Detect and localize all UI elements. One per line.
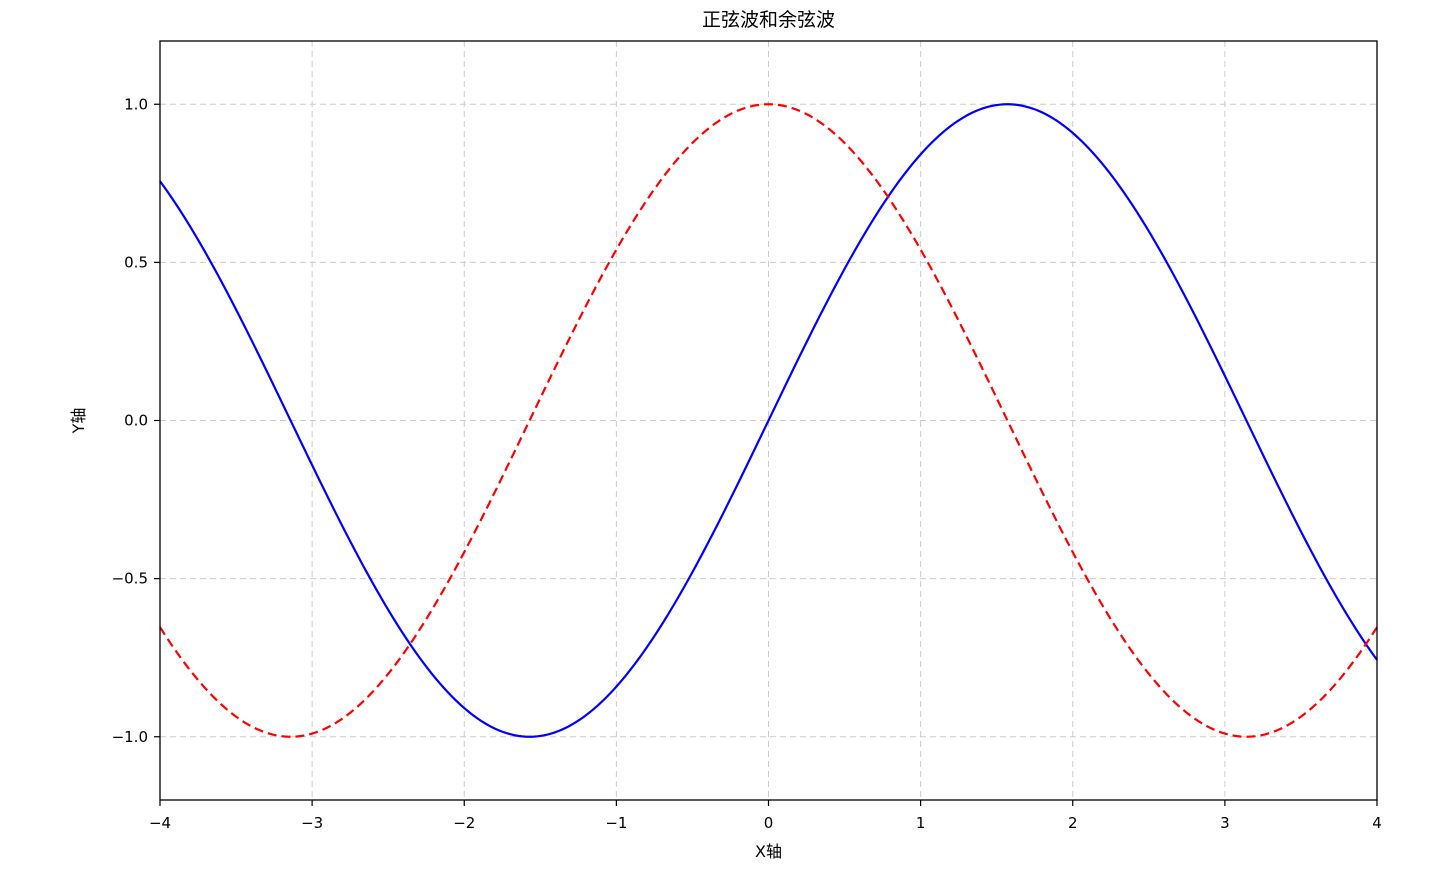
y-tick-label: 1.0 bbox=[124, 95, 148, 113]
series-layer bbox=[159, 103, 1378, 738]
x-tick-label: −1 bbox=[605, 814, 627, 832]
x-tick-label: 0 bbox=[764, 814, 774, 832]
x-tick-label: −4 bbox=[149, 814, 171, 832]
y-axis-label: Y轴 bbox=[69, 408, 88, 435]
x-axis-label: X轴 bbox=[755, 842, 782, 861]
grid bbox=[159, 41, 1378, 800]
y-tick-label: 0.0 bbox=[124, 412, 148, 430]
y-tick-label: −0.5 bbox=[112, 570, 148, 588]
chart-title: 正弦波和余弦波 bbox=[702, 9, 835, 31]
x-tick-label: 3 bbox=[1220, 814, 1230, 832]
x-tick-label: 1 bbox=[916, 814, 926, 832]
y-tick-label: 0.5 bbox=[124, 253, 148, 271]
x-tick-label: 4 bbox=[1372, 814, 1382, 832]
x-tick-label: −2 bbox=[453, 814, 475, 832]
x-tick-label: −3 bbox=[301, 814, 323, 832]
y-tick-label: −1.0 bbox=[112, 728, 148, 746]
series-line-cosx bbox=[159, 103, 1378, 738]
x-tick-label: 2 bbox=[1068, 814, 1078, 832]
series-line-sinx bbox=[159, 103, 1378, 738]
ticks: −4 −3 −2 −1 0 1 2 3 4 −1.0 −0.5 0.0 0.5 1.0 bbox=[112, 95, 1382, 832]
